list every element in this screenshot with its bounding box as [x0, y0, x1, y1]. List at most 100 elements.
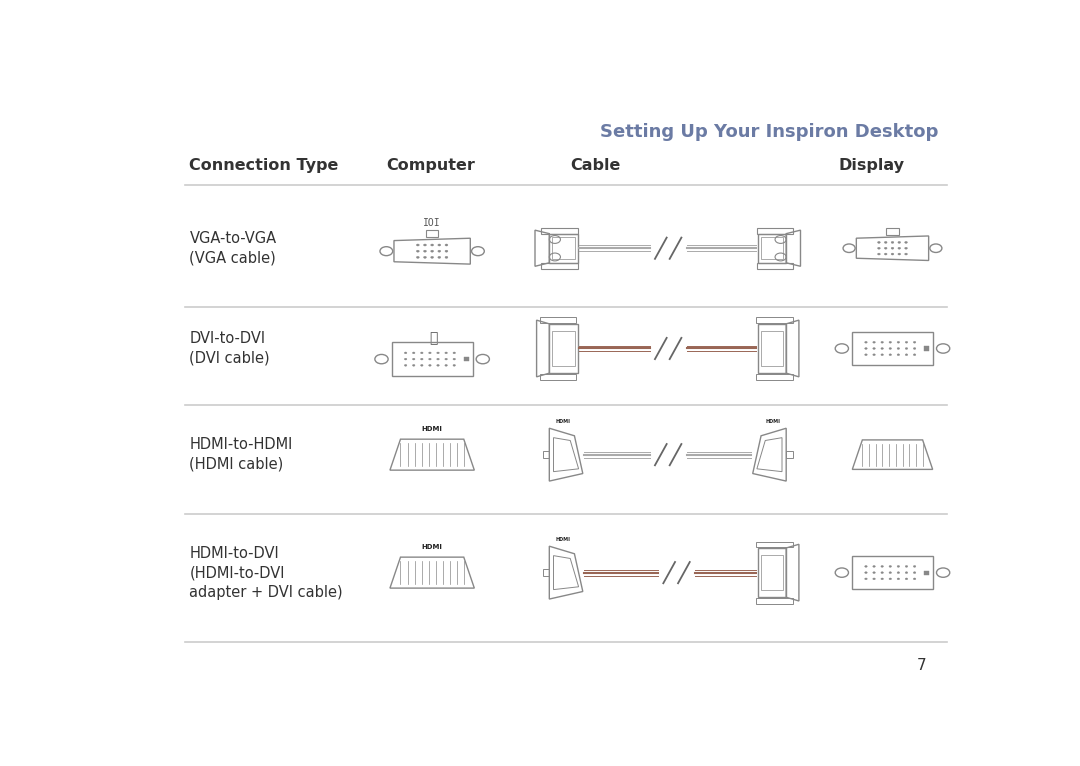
Circle shape [881, 565, 883, 568]
Circle shape [417, 257, 419, 258]
Circle shape [445, 358, 447, 360]
Circle shape [445, 352, 447, 354]
Circle shape [897, 241, 901, 244]
Bar [756, 317, 793, 323]
Circle shape [453, 352, 456, 354]
Circle shape [436, 365, 440, 366]
Circle shape [873, 565, 875, 568]
Bar [760, 237, 783, 260]
Circle shape [431, 257, 433, 258]
Circle shape [891, 241, 894, 244]
Circle shape [905, 241, 907, 244]
Circle shape [905, 253, 907, 255]
Bar [426, 231, 438, 237]
Bar [756, 598, 793, 604]
Circle shape [417, 250, 419, 252]
Circle shape [897, 571, 900, 574]
Circle shape [417, 244, 419, 246]
Text: Cable: Cable [570, 158, 621, 173]
Circle shape [897, 342, 900, 343]
Circle shape [914, 565, 916, 568]
Circle shape [914, 571, 916, 574]
Circle shape [865, 354, 867, 355]
Circle shape [889, 342, 891, 343]
Circle shape [431, 244, 433, 246]
Text: (VGA cable): (VGA cable) [189, 250, 276, 266]
Circle shape [889, 348, 891, 349]
Bar [756, 542, 793, 547]
Text: ⎋: ⎋ [430, 332, 438, 345]
Circle shape [878, 253, 880, 255]
Text: Setting Up Your Inspiron Desktop: Setting Up Your Inspiron Desktop [600, 123, 939, 141]
Bar [540, 317, 577, 323]
Circle shape [404, 365, 407, 366]
Circle shape [905, 571, 907, 574]
Text: HDMI: HDMI [555, 420, 570, 424]
Circle shape [891, 247, 894, 249]
Bar [786, 451, 793, 458]
Circle shape [905, 354, 907, 355]
Bar [550, 234, 578, 263]
Circle shape [437, 250, 441, 252]
Circle shape [865, 342, 867, 343]
Bar [757, 263, 794, 269]
Bar [392, 342, 473, 375]
Circle shape [445, 365, 447, 366]
Circle shape [429, 352, 431, 354]
Circle shape [436, 358, 440, 360]
Text: (HDMI-to-DVI: (HDMI-to-DVI [189, 565, 285, 580]
Text: Computer: Computer [387, 158, 475, 173]
Text: VGA-to-VGA: VGA-to-VGA [189, 231, 276, 246]
Circle shape [881, 348, 883, 349]
Circle shape [897, 348, 900, 349]
Bar [756, 374, 793, 380]
Circle shape [889, 354, 891, 355]
Circle shape [881, 354, 883, 355]
Circle shape [873, 578, 875, 580]
Circle shape [865, 565, 867, 568]
Circle shape [873, 342, 875, 343]
Bar [550, 324, 578, 373]
Circle shape [873, 354, 875, 355]
Circle shape [873, 571, 875, 574]
Circle shape [889, 578, 891, 580]
Bar [924, 571, 929, 574]
Text: IOI: IOI [423, 218, 441, 228]
Circle shape [905, 565, 907, 568]
Circle shape [897, 578, 900, 580]
Circle shape [437, 244, 441, 246]
Bar [541, 228, 578, 234]
Circle shape [897, 253, 901, 255]
Circle shape [881, 571, 883, 574]
Circle shape [445, 250, 448, 252]
Bar [541, 263, 578, 269]
Circle shape [897, 565, 900, 568]
Text: HDMI: HDMI [421, 544, 443, 550]
Circle shape [881, 342, 883, 343]
Circle shape [404, 358, 407, 360]
Text: adapter + DVI cable): adapter + DVI cable) [189, 584, 343, 600]
Bar [757, 228, 794, 234]
Bar [542, 451, 550, 458]
Circle shape [889, 565, 891, 568]
Circle shape [453, 358, 456, 360]
Bar [540, 374, 577, 380]
Circle shape [404, 352, 407, 354]
Circle shape [891, 253, 894, 255]
Circle shape [431, 250, 433, 252]
Bar [852, 332, 933, 365]
Circle shape [905, 348, 907, 349]
Circle shape [914, 578, 916, 580]
Circle shape [885, 247, 887, 249]
Text: (DVI cable): (DVI cable) [189, 351, 270, 365]
Bar [760, 331, 783, 365]
Text: HDMI: HDMI [766, 420, 780, 424]
Text: HDMI-to-HDMI: HDMI-to-HDMI [189, 437, 293, 453]
Circle shape [413, 358, 415, 360]
Bar [542, 569, 550, 576]
Text: Display: Display [838, 158, 904, 173]
Text: DVI-to-DVI: DVI-to-DVI [189, 331, 266, 346]
Circle shape [437, 257, 441, 258]
Circle shape [885, 253, 887, 255]
Text: (HDMI cable): (HDMI cable) [189, 457, 284, 472]
